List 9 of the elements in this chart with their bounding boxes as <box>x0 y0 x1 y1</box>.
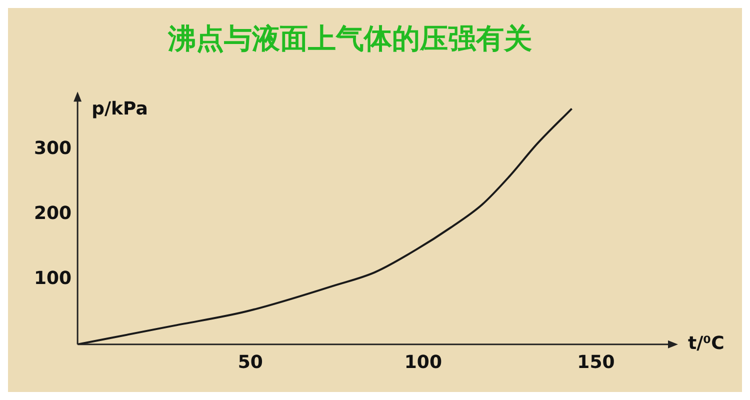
x-tick-label: 100 <box>404 352 442 373</box>
x-tick-label: 150 <box>577 352 615 373</box>
x-axis-title: t/⁰C <box>688 333 724 354</box>
y-tick-label: 100 <box>34 268 72 290</box>
x-tick-label: 50 <box>238 352 263 373</box>
y-axis-title: p/kPa <box>92 98 148 120</box>
y-tick-label: 200 <box>34 203 72 224</box>
y-tick-label: 300 <box>34 138 72 160</box>
chart-title: 沸点与液面上气体的压强有关 <box>167 22 532 56</box>
